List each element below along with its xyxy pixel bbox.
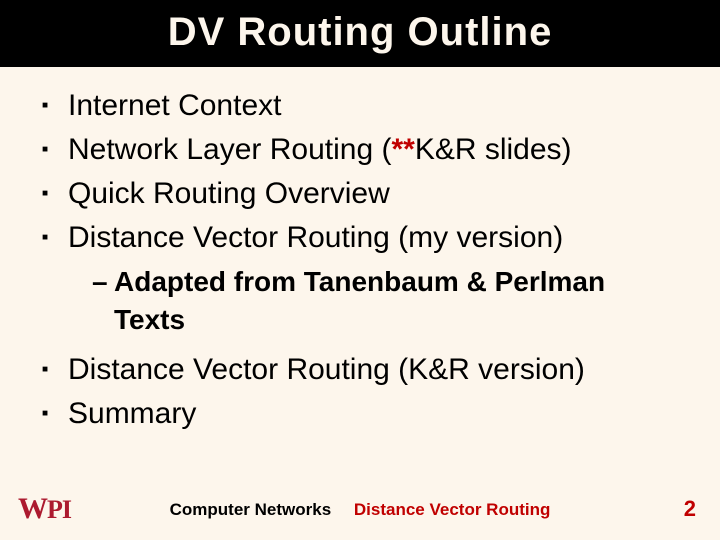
bullet-text: Quick Routing Overview <box>68 177 390 210</box>
emphasis-star: ** <box>391 133 414 166</box>
bullet-item: Distance Vector Routing (my version) <box>34 217 686 259</box>
slide-title: DV Routing Outline <box>0 10 720 55</box>
title-bar: DV Routing Outline <box>0 0 720 67</box>
bullet-text: Distance Vector Routing (my version) <box>68 221 563 254</box>
bullet-list: Internet Context Network Layer Routing (… <box>34 85 686 259</box>
page-number: 2 <box>684 496 696 522</box>
bullet-item: Quick Routing Overview <box>34 173 686 215</box>
bullet-text: Distance Vector Routing (K&R version) <box>68 353 585 386</box>
sub-bullet-text: Adapted from Tanenbaum & Perlman Texts <box>114 266 605 335</box>
bullet-item: Network Layer Routing (**K&R slides) <box>34 129 686 171</box>
bullet-text: Summary <box>68 397 196 430</box>
bullet-list: Distance Vector Routing (K&R version) Su… <box>34 349 686 435</box>
bullet-text-pre: Network Layer Routing ( <box>68 133 391 166</box>
bullet-item: Distance Vector Routing (K&R version) <box>34 349 686 391</box>
sub-bullet-list: Adapted from Tanenbaum & Perlman Texts <box>34 263 686 339</box>
bullet-text: Internet Context <box>68 89 281 122</box>
sub-bullet-item: Adapted from Tanenbaum & Perlman Texts <box>34 263 686 339</box>
bullet-item: Summary <box>34 393 686 435</box>
slide-content: Internet Context Network Layer Routing (… <box>0 67 720 435</box>
slide-footer: WPI Computer Networks Distance Vector Ro… <box>0 486 720 526</box>
footer-right: Distance Vector Routing <box>354 500 550 519</box>
bullet-text-post: K&R slides) <box>415 133 572 166</box>
footer-text: Computer Networks Distance Vector Routin… <box>0 500 720 520</box>
footer-left: Computer Networks <box>170 500 332 519</box>
bullet-item: Internet Context <box>34 85 686 127</box>
